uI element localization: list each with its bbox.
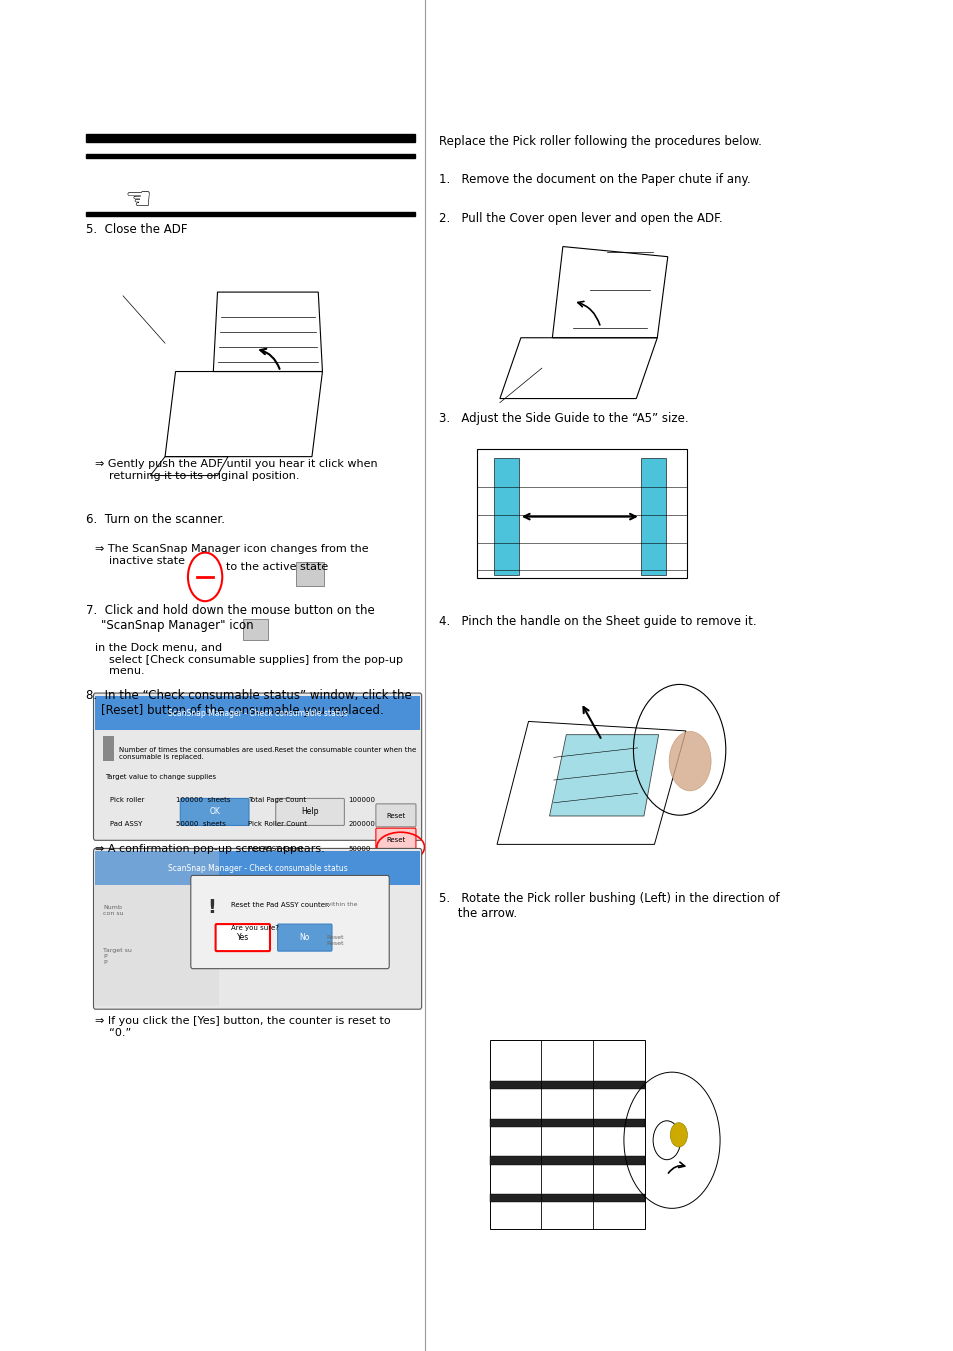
Text: Target value to change supplies: Target value to change supplies xyxy=(105,774,215,780)
Text: Target su
P
P: Target su P P xyxy=(103,948,132,965)
Text: 5.   Rotate the Pick roller bushing (Left) in the direction of
     the arrow.: 5. Rotate the Pick roller bushing (Left)… xyxy=(438,892,779,920)
Text: Reset the Pad ASSY counter.: Reset the Pad ASSY counter. xyxy=(231,902,329,908)
Bar xyxy=(86,212,415,216)
Text: 100000  sheets: 100000 sheets xyxy=(176,797,231,802)
Bar xyxy=(640,458,665,576)
Bar xyxy=(476,449,686,578)
Text: Pick roller: Pick roller xyxy=(110,797,144,802)
Text: No: No xyxy=(299,934,310,942)
Text: in the Dock menu, and
    select [Check consumable supplies] from the pop-up
   : in the Dock menu, and select [Check cons… xyxy=(95,643,403,677)
Circle shape xyxy=(668,731,710,790)
Text: !: ! xyxy=(207,898,215,917)
Text: Yes: Yes xyxy=(236,934,249,942)
Text: Reset
Reset: Reset Reset xyxy=(326,935,343,946)
Text: Reset: Reset xyxy=(386,838,405,843)
Polygon shape xyxy=(549,735,658,816)
Bar xyxy=(295,562,324,586)
Text: Replace the Pick roller following the procedures below.: Replace the Pick roller following the pr… xyxy=(438,135,760,149)
Text: 7.  Click and hold down the mouse button on the
    "ScanSnap Manager" icon: 7. Click and hold down the mouse button … xyxy=(86,604,375,632)
Text: 2.   Pull the Cover open lever and open the ADF.: 2. Pull the Cover open lever and open th… xyxy=(438,212,721,226)
Text: ScanSnap Manager - Check consumable status: ScanSnap Manager - Check consumable stat… xyxy=(168,709,347,717)
Text: Number of times the consumables are used.Reset the consumable counter when the
c: Number of times the consumables are used… xyxy=(119,747,416,761)
Bar xyxy=(490,1156,644,1165)
Text: 50000: 50000 xyxy=(348,846,370,851)
Bar xyxy=(86,134,415,142)
Bar xyxy=(490,1194,644,1202)
Text: Pad ASSY Count: Pad ASSY Count xyxy=(248,846,303,851)
Text: 3.   Adjust the Side Guide to the “A5” size.: 3. Adjust the Side Guide to the “A5” siz… xyxy=(438,412,688,426)
Text: OK: OK xyxy=(209,808,220,816)
FancyBboxPatch shape xyxy=(275,798,344,825)
Bar xyxy=(490,1040,644,1229)
Text: Pick Roller Count: Pick Roller Count xyxy=(248,821,307,827)
Bar xyxy=(95,851,419,885)
Text: 5.  Close the ADF: 5. Close the ADF xyxy=(86,223,187,236)
Bar xyxy=(86,154,415,158)
FancyBboxPatch shape xyxy=(375,828,416,851)
FancyBboxPatch shape xyxy=(191,875,389,969)
Circle shape xyxy=(188,553,222,601)
Text: 100000: 100000 xyxy=(348,797,375,802)
FancyBboxPatch shape xyxy=(215,924,270,951)
Text: 50000  sheets: 50000 sheets xyxy=(176,821,226,827)
Bar xyxy=(103,736,114,761)
Text: 8.  In the “Check consumable status” window, click the
    [Reset] button of the: 8. In the “Check consumable status” wind… xyxy=(86,689,411,717)
Text: ⇒ If you click the [Yes] button, the counter is reset to
    “0.”: ⇒ If you click the [Yes] button, the cou… xyxy=(95,1016,391,1038)
Circle shape xyxy=(670,1123,687,1147)
Text: to the active state: to the active state xyxy=(226,562,328,571)
Text: 6.  Turn on the scanner.: 6. Turn on the scanner. xyxy=(86,513,225,527)
Text: Numb
con su: Numb con su xyxy=(103,905,124,916)
Text: 200000: 200000 xyxy=(348,821,375,827)
Text: ⇒ Gently push the ADF until you hear it click when
    returning it to its origi: ⇒ Gently push the ADF until you hear it … xyxy=(95,459,377,481)
Text: ⇒ The ScanSnap Manager icon changes from the
    inactive state: ⇒ The ScanSnap Manager icon changes from… xyxy=(95,544,369,566)
Bar xyxy=(95,851,218,1006)
FancyBboxPatch shape xyxy=(93,848,421,1009)
FancyBboxPatch shape xyxy=(180,798,249,825)
Text: ☜: ☜ xyxy=(124,186,152,215)
Text: Total Page Count: Total Page Count xyxy=(248,797,306,802)
Text: Reset: Reset xyxy=(386,813,405,819)
Text: Are you sure?: Are you sure? xyxy=(231,925,278,931)
Text: 4.   Pinch the handle on the Sheet guide to remove it.: 4. Pinch the handle on the Sheet guide t… xyxy=(438,615,756,628)
Bar xyxy=(490,1081,644,1089)
Text: Help: Help xyxy=(301,808,318,816)
FancyBboxPatch shape xyxy=(375,804,416,827)
Text: ScanSnap Manager - Check consumable status: ScanSnap Manager - Check consumable stat… xyxy=(168,865,347,873)
Text: ⇒ A confirmation pop-up screen appears.: ⇒ A confirmation pop-up screen appears. xyxy=(95,844,325,854)
FancyBboxPatch shape xyxy=(93,693,421,840)
Bar xyxy=(95,696,419,730)
FancyBboxPatch shape xyxy=(277,924,332,951)
Text: 1.   Remove the document on the Paper chute if any.: 1. Remove the document on the Paper chut… xyxy=(438,173,750,186)
Bar xyxy=(490,1119,644,1127)
Bar xyxy=(243,619,268,640)
Bar xyxy=(494,458,518,576)
Text: within the: within the xyxy=(326,902,357,908)
Text: Pad ASSY: Pad ASSY xyxy=(110,821,142,827)
